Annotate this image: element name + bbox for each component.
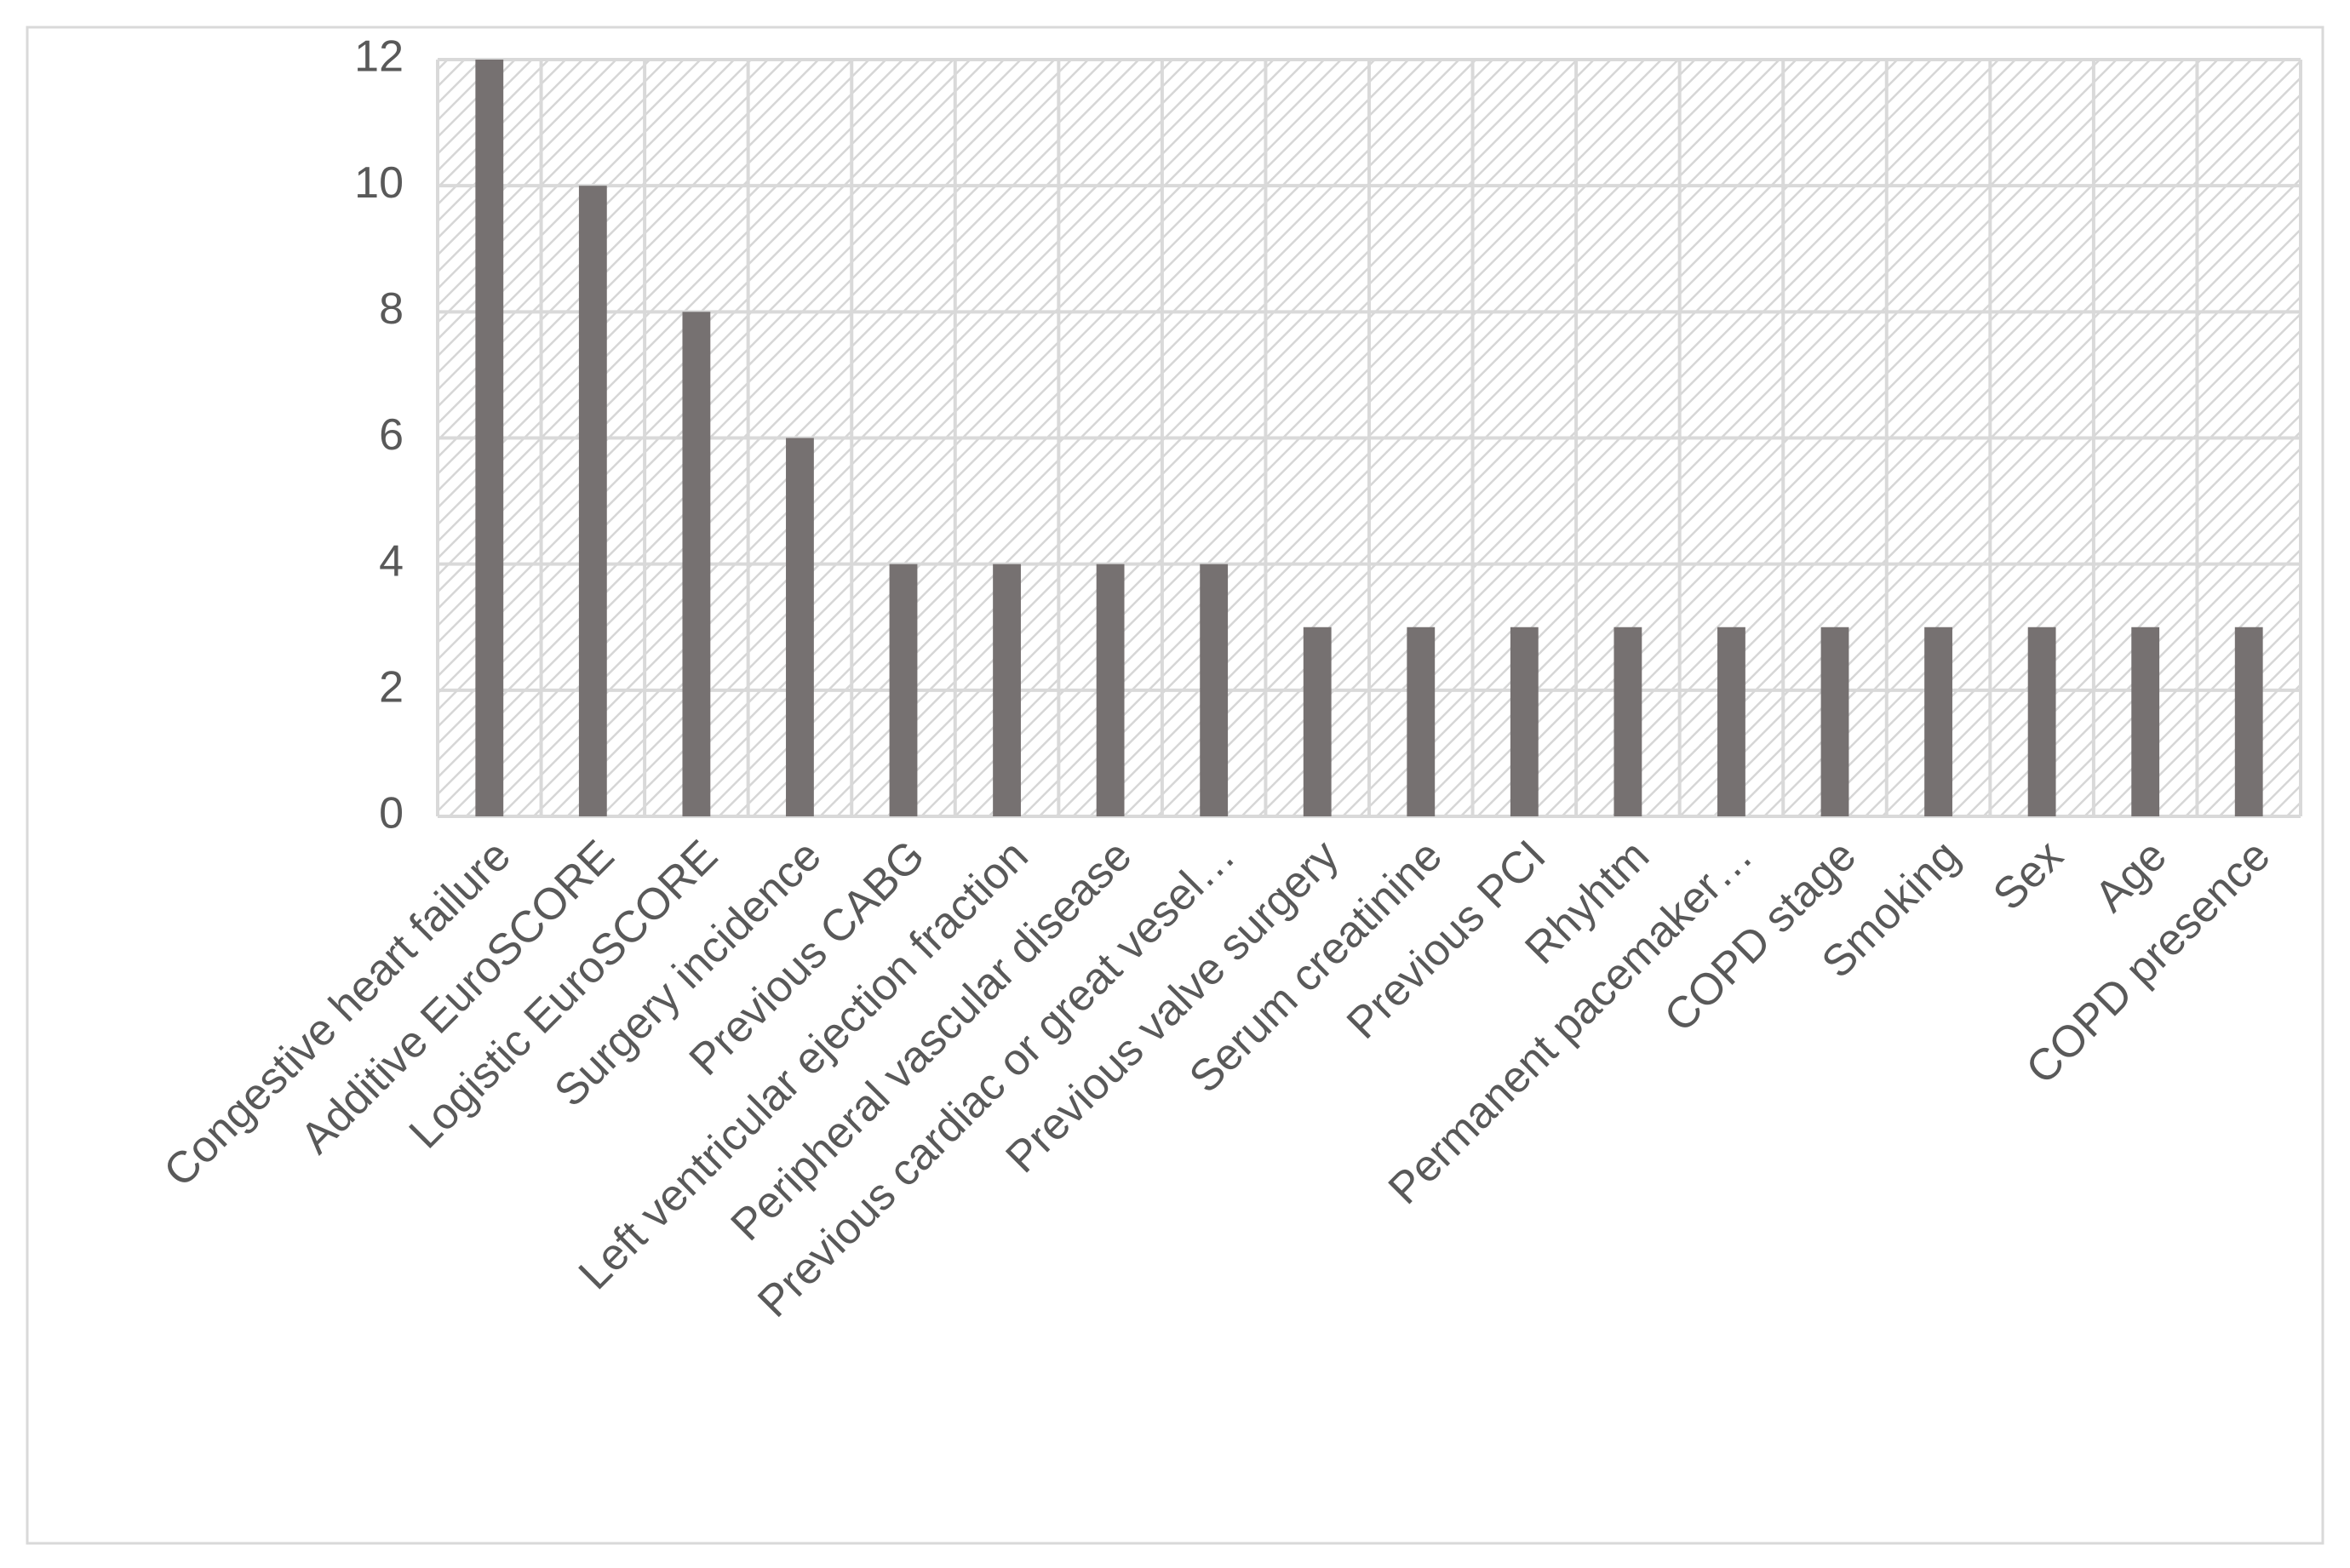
bar — [1407, 627, 1436, 816]
y-tick-label: 4 — [379, 536, 404, 586]
bar — [1510, 627, 1539, 816]
bar — [1613, 627, 1642, 816]
y-tick-label: 2 — [379, 663, 404, 712]
bar — [1096, 564, 1125, 816]
bar — [786, 438, 814, 816]
bar — [1200, 564, 1229, 816]
y-tick-label: 8 — [379, 284, 404, 334]
bar — [1820, 627, 1849, 816]
bar — [889, 564, 918, 816]
bar — [1717, 627, 1745, 816]
y-tick-label: 10 — [354, 158, 404, 208]
bar — [1924, 627, 1952, 816]
y-tick-label: 12 — [354, 32, 404, 82]
bar — [682, 312, 711, 816]
bar — [1303, 627, 1332, 816]
bar — [2131, 627, 2160, 816]
bar — [993, 564, 1021, 816]
y-tick-label: 0 — [379, 789, 404, 838]
bar — [578, 186, 607, 816]
bar — [475, 60, 504, 816]
bar — [2234, 627, 2263, 816]
bar — [2027, 627, 2056, 816]
y-tick-label: 6 — [379, 410, 404, 460]
